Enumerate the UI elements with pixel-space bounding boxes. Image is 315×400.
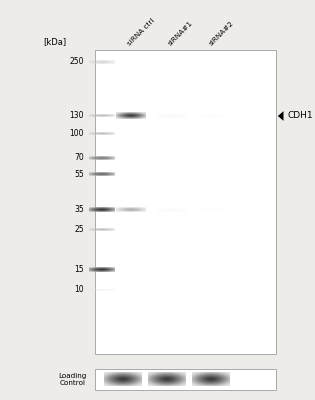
Text: 10: 10 bbox=[74, 286, 84, 294]
Text: 130: 130 bbox=[70, 112, 84, 120]
Text: 15: 15 bbox=[74, 266, 84, 274]
Text: 55: 55 bbox=[74, 170, 84, 178]
Bar bbox=[94, 50, 276, 354]
Text: 250: 250 bbox=[70, 58, 84, 66]
Text: CDH1: CDH1 bbox=[288, 112, 313, 120]
Bar bbox=[94, 369, 276, 390]
Text: 100: 100 bbox=[70, 130, 84, 138]
Text: siRNA#2: siRNA#2 bbox=[209, 20, 235, 47]
Text: Loading
Control: Loading Control bbox=[58, 373, 87, 386]
Polygon shape bbox=[278, 111, 284, 121]
Text: 35: 35 bbox=[74, 206, 84, 214]
Text: siRNA ctrl: siRNA ctrl bbox=[127, 18, 156, 47]
Text: 25: 25 bbox=[74, 226, 84, 234]
Text: siRNA#1: siRNA#1 bbox=[168, 20, 194, 47]
Text: [kDa]: [kDa] bbox=[43, 38, 67, 46]
Text: 70: 70 bbox=[74, 154, 84, 162]
